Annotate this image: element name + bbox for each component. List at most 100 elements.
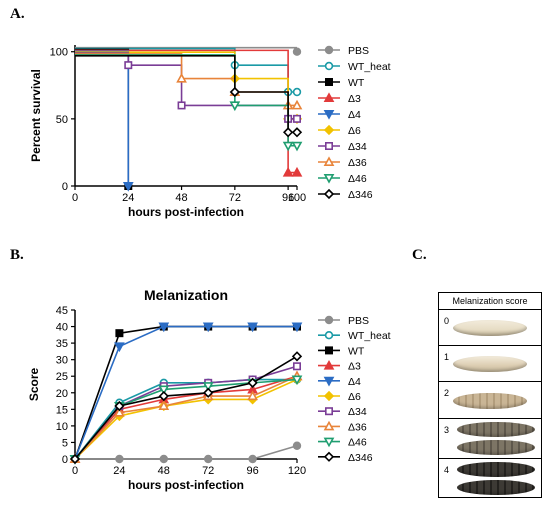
chartB-legend-label: PBS — [348, 315, 369, 327]
chartB-x-tick-label: 48 — [158, 465, 170, 477]
chartB-data-point — [115, 454, 124, 464]
chartA-data-point — [282, 127, 294, 138]
chartA-data-point — [176, 72, 187, 83]
chartB-legend-item: Δ46 — [318, 437, 367, 449]
melanization-row-0: 0 — [439, 310, 541, 346]
chartA-data-point — [292, 87, 302, 97]
chartB-data-point — [114, 342, 125, 353]
chartB-data-point — [158, 322, 170, 333]
larva-image — [453, 320, 527, 336]
chartA-data-point — [124, 61, 133, 70]
chartA-data-point — [229, 86, 240, 98]
chartA-legend-item: Δ34 — [318, 141, 367, 153]
chartA-legend-label: PBS — [348, 45, 369, 57]
chartA-legend-marker — [323, 92, 335, 102]
larva-image — [457, 422, 535, 437]
chartA-legend-item: Δ346 — [318, 188, 373, 201]
chartB-data-point — [115, 329, 124, 338]
melanization-score-label: 3 — [444, 425, 450, 435]
chartA-legend-item: PBS — [318, 45, 369, 57]
larva-image — [457, 440, 535, 455]
chartA-legend-item: Δ46 — [318, 173, 367, 185]
chartA-y-tick-label: 50 — [56, 114, 68, 126]
chartB-data-point — [247, 322, 258, 333]
chartA-x-tick-label: 24 — [122, 192, 134, 204]
chartA-series-line — [75, 50, 130, 186]
chartA-legend-marker — [323, 174, 335, 184]
chartB-data-point — [247, 377, 258, 388]
chartB-data-point — [202, 382, 214, 392]
chartA-x-tick-label: 72 — [229, 192, 241, 204]
chartB-data-point — [159, 454, 169, 464]
chartB-legend-label: Δ36 — [348, 421, 367, 433]
chartB-x-tick-label: 120 — [288, 465, 306, 477]
melanization-row-4: 4 — [439, 459, 541, 498]
chartB-legend-item: WT — [318, 345, 365, 357]
melanization-score-table: Melanization score 0 1 2 3 4 — [438, 292, 542, 498]
chartA-data-point — [282, 166, 294, 177]
chartA-data-point — [282, 141, 294, 152]
chartB-x-tick-label: 72 — [202, 465, 214, 477]
chartB-legend-marker — [323, 420, 335, 431]
chartB-y-tick-label: 15 — [56, 404, 68, 416]
melanization-score-label: 0 — [444, 316, 450, 326]
chartA-x-tick-label: 96 — [282, 192, 294, 204]
chartB-legend-item: Δ34 — [318, 406, 367, 418]
chartA-legend-marker — [324, 61, 334, 71]
chartB-legend-marker — [324, 407, 333, 416]
chartB-y-tick-label: 35 — [56, 338, 68, 350]
chartB-data-point — [69, 453, 81, 465]
larva-image — [457, 462, 535, 477]
chartB-data-point — [114, 406, 125, 417]
chartB-data-point — [247, 390, 258, 401]
chartB-legend-marker — [323, 451, 335, 462]
chartA-legend-label: Δ4 — [348, 109, 361, 121]
chartB-legend-label: Δ46 — [348, 437, 367, 449]
chartB-data-point — [114, 400, 125, 412]
melanization-row-2: 2 — [439, 382, 541, 419]
melanization-row-3: 3 — [439, 419, 541, 459]
chartA-legend: PBS WT_heat WT Δ3 Δ4 Δ6 Δ34 Δ36 Δ46 Δ346 — [318, 45, 391, 201]
chartA-data-point — [292, 114, 301, 123]
chartB-legend-label: Δ6 — [348, 391, 361, 403]
chartB-legend-label: Δ34 — [348, 406, 367, 418]
chartB-legend-marker — [324, 315, 334, 325]
chartB-legend-item: PBS — [318, 315, 369, 327]
chartB-data-point — [158, 385, 170, 396]
panel-b-label: B. — [10, 247, 24, 263]
chartB-y-tick-label: 45 — [56, 305, 68, 317]
chartA-legend-label: Δ34 — [348, 141, 367, 153]
chartA-legend-label: WT — [348, 77, 365, 89]
chartB-data-point — [291, 375, 303, 386]
chartB-legend-marker — [323, 390, 335, 402]
chartA-data-point — [177, 101, 186, 110]
chartB-legend-marker — [324, 346, 333, 355]
chartA-legend-label: Δ346 — [348, 189, 373, 201]
chartB-y-tick-label: 5 — [62, 437, 68, 449]
chartB-series-line — [74, 375, 298, 460]
chartB-data-point — [203, 387, 214, 398]
chartB-legend-label: Δ3 — [348, 361, 361, 373]
chartB-legend-item: Δ6 — [318, 390, 361, 403]
chartB-data-point — [291, 351, 303, 362]
chartA-y-tick-label: 100 — [50, 47, 68, 59]
chartB-legend-marker — [324, 331, 334, 340]
chartA-data-point — [122, 182, 134, 192]
chartB-x-axis-label: hours post-infection — [128, 478, 244, 492]
chartB-series-line — [74, 378, 297, 460]
chartA-data-point — [229, 101, 241, 112]
chartB-series-line — [74, 375, 298, 460]
chartA-data-point — [291, 141, 303, 152]
chartB-legend-marker — [323, 376, 335, 387]
chartB-y-tick-label: 0 — [62, 454, 68, 466]
chartA-legend-label: Δ3 — [348, 93, 361, 105]
melanization-score-label: 1 — [444, 352, 450, 362]
melanization-row-1: 1 — [439, 346, 541, 382]
chartA-legend-label: Δ46 — [348, 173, 367, 185]
chartA-legend-label: Δ36 — [348, 157, 367, 169]
melanization-score-label: 4 — [444, 465, 450, 475]
chartA-legend-marker — [323, 188, 335, 200]
chartB-legend-item: Δ36 — [318, 420, 367, 433]
